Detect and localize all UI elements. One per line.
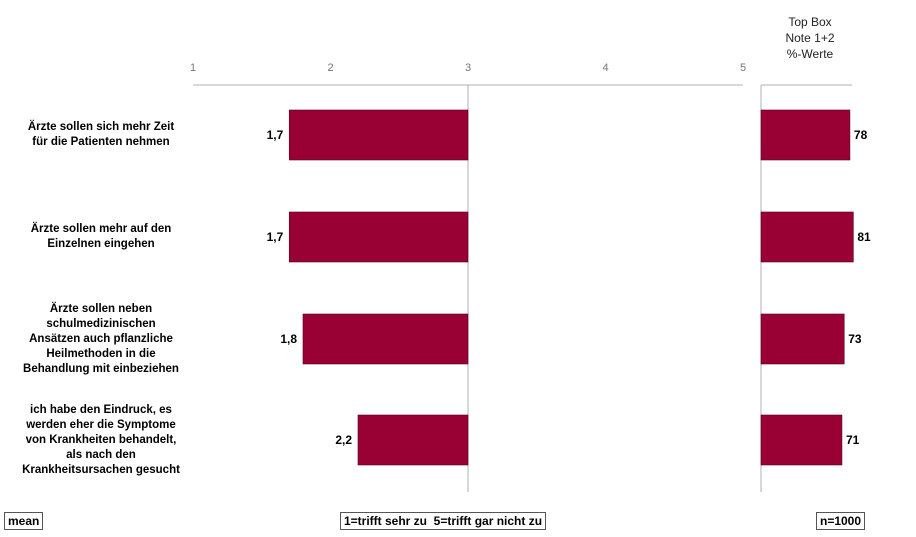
x-tick-label: 5: [740, 62, 746, 74]
topbox-value-label: 73: [848, 332, 862, 346]
category-label: Ärzte sollen sich mehr Zeit für die Patie…: [10, 120, 192, 150]
topbox-bar: [760, 211, 854, 263]
category-label-line: werden eher die Symptome: [26, 418, 176, 431]
mean-value-label: 1,7: [267, 128, 284, 142]
mean-value-label: 1,8: [280, 332, 297, 346]
mean-bar: [302, 313, 469, 365]
footer-sample-size: n=1000: [816, 512, 866, 530]
topbox-header-line-3: %-Werte: [786, 47, 834, 61]
mean-bar: [357, 414, 469, 466]
x-tick-label: 4: [602, 62, 608, 74]
category-label-line: Ärzte sollen mehr auf den: [30, 223, 172, 235]
topbox-value-label: 71: [846, 433, 860, 447]
category-label-line: Ärzte sollen sich mehr Zeit: [27, 121, 175, 133]
topbox-bar: [760, 109, 851, 161]
category-label-text: Ärzte sollen neben schulmedizinischen Ansä…: [23, 302, 179, 377]
category-label-line: Krankheitsursachen gesucht: [22, 463, 180, 476]
category-label: Ärzte sollen mehr auf den Einzelnen einge…: [10, 222, 192, 252]
category-label: Ärzte sollen neben schulmedizinischen Ansä…: [10, 302, 192, 377]
topbox-bar: [760, 313, 845, 365]
category-label: ich habe den Eindruck, es werden eher die…: [10, 403, 192, 478]
category-label-line: Einzelnen eingehen: [47, 238, 155, 250]
x-tick-label: 3: [465, 62, 471, 74]
mean-value-label: 2,2: [335, 433, 352, 447]
topbox-header-line-1: Top Box: [788, 15, 832, 29]
category-label-text: Ärzte sollen mehr auf den Einzelnen einge…: [31, 222, 172, 252]
topbox-bar: [760, 414, 843, 466]
category-label-line: von Krankheiten behandelt,: [25, 433, 177, 446]
topbox-value-label: 78: [854, 128, 868, 142]
category-label-text: ich habe den Eindruck, es werden eher die…: [22, 403, 180, 478]
mean-value-label: 1,7: [267, 230, 284, 244]
topbox-header-line-2: Note 1+2: [785, 31, 835, 45]
footer-scale-legend: 1=trifft sehr zu 5=trifft gar nicht zu: [340, 512, 547, 530]
category-label-line: Heilmethoden in die: [46, 347, 156, 360]
category-label-line: ich habe den Eindruck, es: [30, 403, 172, 416]
mean-bar: [288, 109, 469, 161]
category-label-text: Ärzte sollen sich mehr Zeit für die Patie…: [28, 120, 174, 150]
category-label-line: für die Patienten nehmen: [32, 136, 170, 148]
category-label-line: als nach den: [66, 448, 136, 461]
category-label-line: Ärzte sollen neben: [49, 302, 153, 315]
category-label-line: Ansätzen auch pflanzliche: [29, 332, 173, 345]
footer-mean-label: mean: [4, 512, 44, 530]
category-label-line: Behandlung mit einbeziehen: [23, 362, 179, 375]
mean-bar: [288, 211, 469, 263]
topbox-value-label: 81: [857, 230, 871, 244]
topbox-header: Top Box Note 1+2 %-Werte: [770, 14, 850, 62]
x-tick-label: 2: [327, 62, 333, 74]
category-label-line: schulmedizinischen: [46, 317, 156, 330]
x-tick-label: 1: [190, 62, 196, 74]
